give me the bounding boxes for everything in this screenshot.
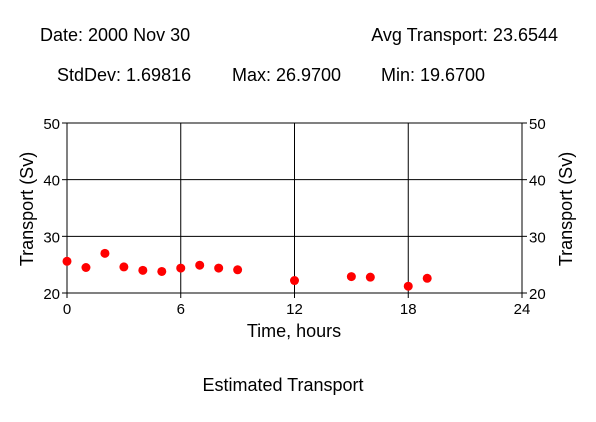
data-points bbox=[62, 248, 432, 291]
y-axis-label-right: Transport (Sv) bbox=[556, 152, 576, 266]
x-axis-label: Time, hours bbox=[247, 321, 341, 341]
x-tick-label-12: 12 bbox=[286, 301, 303, 318]
y-tick-label-left-20: 20 bbox=[43, 286, 60, 303]
data-point-0-0 bbox=[62, 256, 72, 266]
x-tick-label-0: 0 bbox=[63, 301, 71, 318]
y-tick-label-right-50: 50 bbox=[529, 116, 546, 133]
min-label: Min: 19.6700 bbox=[381, 65, 486, 85]
data-point-0-11 bbox=[346, 272, 356, 282]
date-label: Date: 2000 Nov 30 bbox=[40, 25, 191, 45]
y-tick-label-left-50: 50 bbox=[43, 116, 60, 133]
data-point-0-10 bbox=[290, 276, 299, 286]
data-point-0-5 bbox=[157, 266, 167, 276]
data-point-0-6 bbox=[176, 263, 186, 273]
data-point-0-3 bbox=[119, 262, 129, 272]
data-point-0-2 bbox=[100, 248, 110, 258]
data-point-0-9 bbox=[233, 265, 243, 275]
data-point-0-14 bbox=[422, 273, 432, 283]
x-tick-label-24: 24 bbox=[514, 301, 531, 318]
max-label: Max: 26.9700 bbox=[232, 65, 342, 85]
y-tick-label-left-30: 30 bbox=[43, 229, 60, 246]
data-point-0-7 bbox=[195, 260, 205, 270]
y-tick-label-right-40: 40 bbox=[529, 173, 546, 190]
x-tick-label-18: 18 bbox=[400, 301, 417, 318]
grid-lines bbox=[66, 122, 523, 294]
data-point-0-8 bbox=[214, 263, 224, 273]
data-point-0-13 bbox=[403, 281, 413, 291]
y-tick-label-right-30: 30 bbox=[529, 229, 546, 246]
x-tick-label-6: 6 bbox=[177, 301, 185, 318]
data-point-0-4 bbox=[138, 265, 148, 275]
y-tick-label-left-40: 40 bbox=[43, 173, 60, 190]
data-point-0-1 bbox=[81, 263, 91, 272]
chart-title: Estimated Transport bbox=[202, 375, 363, 395]
stddev-label: StdDev: 1.69816 bbox=[57, 65, 192, 85]
axis-ticks bbox=[62, 122, 527, 298]
data-point-0-12 bbox=[365, 272, 375, 282]
y-axis-label-left: Transport (Sv) bbox=[17, 152, 37, 266]
avg-transport-label: Avg Transport: 23.6544 bbox=[371, 25, 558, 45]
y-tick-label-right-20: 20 bbox=[529, 286, 546, 303]
